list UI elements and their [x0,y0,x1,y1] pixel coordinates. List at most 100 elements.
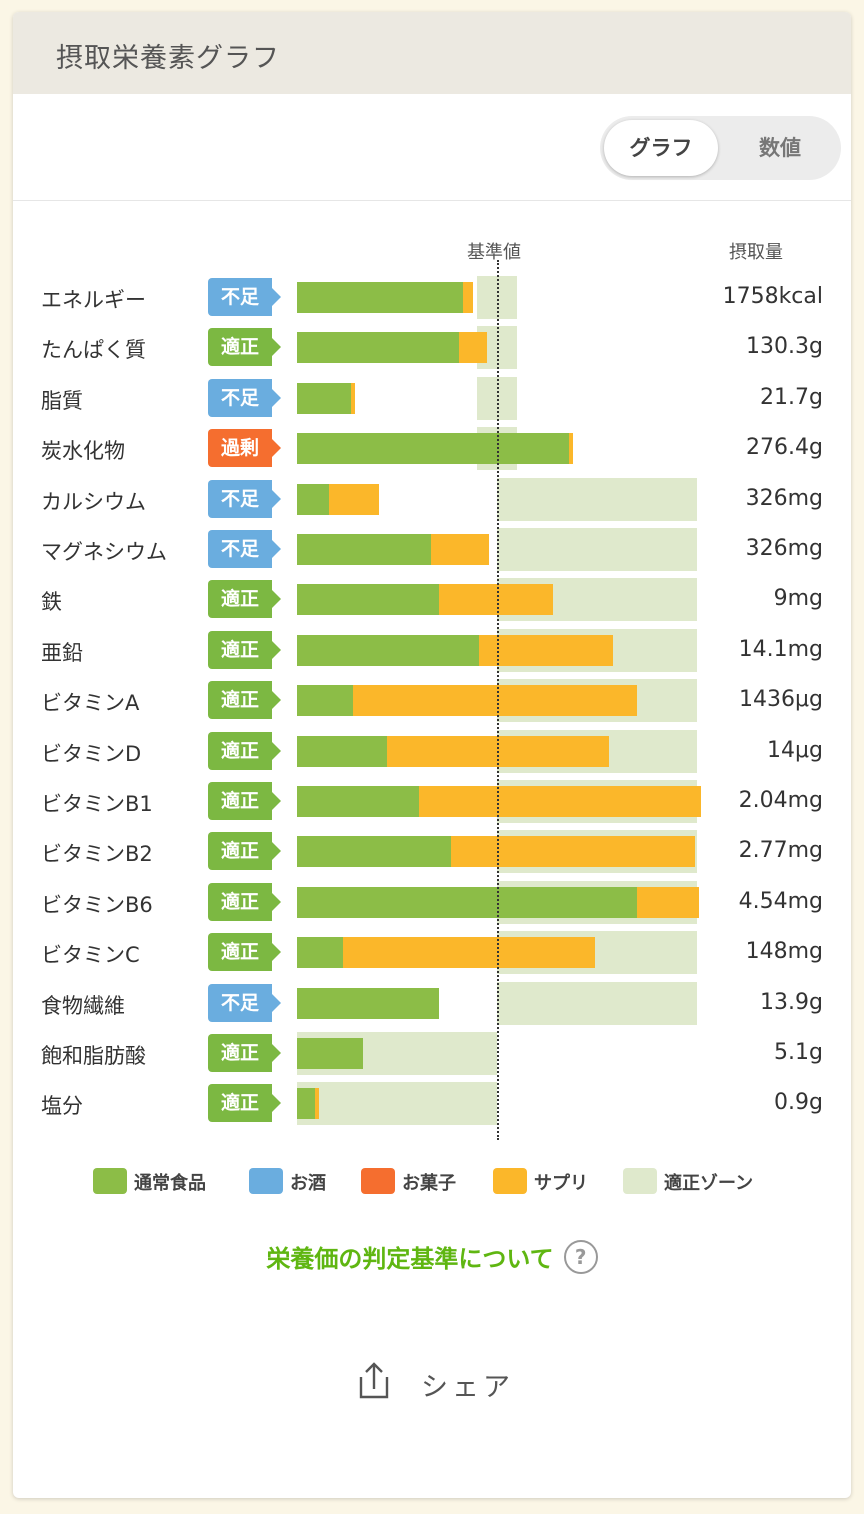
status-badge: 適正 [208,630,281,669]
nutrient-name: 食物繊維 [41,993,125,1018]
nutrient-name: ビタミンB1 [41,792,153,816]
bar-supplement [569,433,573,465]
intake-value: 326mg [745,485,823,511]
toggle-graph-button[interactable]: グラフ [604,120,718,176]
view-toggle[interactable]: グラフ 数値 [600,116,841,180]
bar-normal-food [297,987,439,1019]
nutrient-row: 飽和脂肪酸 適正 5.1g [13,1028,851,1078]
nutrient-row: マグネシウム 不足 326mg [13,524,851,574]
intake-value: 1436μg [739,687,823,713]
status-badge: 不足 [208,479,281,518]
legend-label: 通常食品 [134,1173,206,1194]
bar-supplement [479,634,613,666]
nutrient-name: ビタミンB2 [41,842,153,867]
intake-value: 21.7g [760,384,823,410]
bar-normal-food [297,735,387,767]
nutrient-name: 炭水化物 [41,439,125,464]
status-badge: 適正 [208,882,281,921]
nutrient-row: 鉄 適正 9mg [13,574,851,624]
toggle-numbers-button[interactable]: 数値 [759,136,801,160]
criteria-link[interactable]: 栄養価の判定基準について? [13,1239,851,1283]
legend-swatch [249,1168,283,1194]
bar-supplement [431,534,489,565]
nutrient-row: カルシウム 不足 326mg [13,474,851,524]
intake-value: 9mg [773,586,823,612]
bar-normal-food [297,937,343,969]
status-badge: 不足 [208,378,281,417]
nutrient-row: 食物繊維 不足 13.9g [13,978,851,1028]
bar-normal-food [297,534,431,565]
reference-line [497,260,499,1140]
reference-value-header: 基準値 [467,242,521,263]
bar-supplement [439,584,553,616]
intake-value: 14μg [767,737,823,763]
proper-zone [497,981,697,1025]
bar-supplement [637,886,699,918]
proper-zone [497,477,697,521]
status-badge: 不足 [208,983,281,1022]
nutrient-row: 炭水化物 過剰 276.4g [13,423,851,473]
bar-normal-food [297,483,329,515]
nutrient-name: マグネシウム [41,540,167,564]
legend-swatch [493,1168,527,1194]
proper-zone [297,1082,497,1126]
nutrient-row: 脂質 不足 21.7g [13,373,851,423]
bar-normal-food [297,332,459,364]
nutrient-row: ビタミンB1 適正 2.04mg [13,776,851,826]
nutrient-name: 脂質 [41,388,83,413]
bar-supplement [451,836,695,868]
nutrient-graph-card: 摂取栄養素グラフ グラフ 数値 基準値 摂取量 エネルギー 不足 1758kcal た… [13,12,851,1498]
help-icon[interactable]: ? [563,1239,598,1274]
share-icon[interactable] [355,1361,393,1401]
nutrient-row: エネルギー 不足 1758kcal [13,272,851,322]
nutrient-name: エネルギー [41,288,146,312]
share-label: シェア [421,1372,514,1403]
intake-value: 0.9g [774,1090,823,1116]
criteria-link-label[interactable]: 栄養価の判定基準について [266,1245,554,1273]
nutrient-name: カルシウム [41,489,146,514]
nutrient-name: ビタミンA [41,691,140,716]
card-header: 摂取栄養素グラフ [13,12,851,94]
nutrient-name: 塩分 [41,1094,83,1119]
bar-supplement [343,937,595,969]
intake-header: 摂取量 [729,242,783,263]
intake-value: 276.4g [746,435,823,461]
nutrient-name: 飽和脂肪酸 [41,1044,146,1068]
nutrient-row: ビタミンB2 適正 2.77mg [13,826,851,876]
proper-zone [497,528,697,571]
bar-normal-food [297,282,463,313]
bar-supplement [315,1088,319,1120]
intake-value: 148mg [745,939,823,965]
intake-value: 326mg [745,536,823,561]
bar-supplement [419,786,701,817]
legend-label: 適正ゾーン [664,1173,754,1194]
status-badge: 不足 [208,530,281,568]
nutrient-name: 鉄 [41,590,62,615]
status-badge: 適正 [208,328,281,367]
legend-swatch [361,1168,395,1194]
intake-value: 13.9g [760,989,823,1015]
status-badge: 適正 [208,580,281,619]
intake-value: 5.1g [774,1040,823,1065]
status-badge: 適正 [208,681,281,720]
bar-normal-food [297,1088,315,1120]
page-title: 摂取栄養素グラフ [56,43,280,74]
bar-supplement [329,483,379,515]
bar-normal-food [297,584,439,616]
nutrient-row: ビタミンB6 適正 4.54mg [13,877,851,927]
nutrient-row: 塩分 適正 0.9g [13,1078,851,1128]
legend-label: お酒 [290,1173,326,1194]
divider [13,200,851,201]
intake-value: 1758kcal [722,284,823,309]
bar-normal-food [297,433,569,465]
nutrient-row: ビタミンA 適正 1436μg [13,675,851,725]
bar-normal-food [297,836,451,868]
nutrient-name: ビタミンD [41,741,142,766]
bar-supplement [459,332,487,364]
bar-normal-food [297,1038,363,1069]
status-badge: 適正 [208,933,281,972]
bar-normal-food [297,685,353,717]
legend-swatch [93,1168,127,1194]
status-badge: 適正 [208,1034,281,1072]
nutrient-name: ビタミンC [41,943,140,968]
